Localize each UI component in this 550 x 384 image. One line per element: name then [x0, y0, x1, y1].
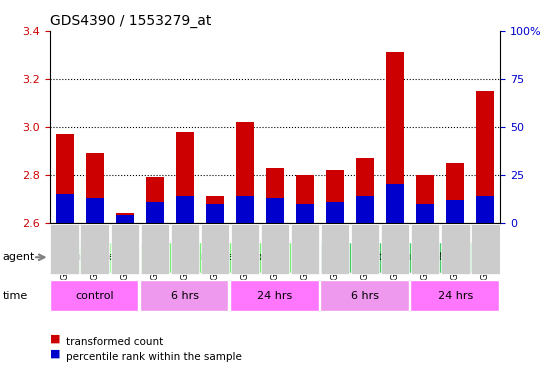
FancyBboxPatch shape	[50, 280, 138, 311]
Text: control: control	[75, 291, 114, 301]
Bar	[447, 163, 464, 223]
FancyBboxPatch shape	[320, 242, 499, 273]
Text: transformed count: transformed count	[66, 337, 163, 347]
Bar	[386, 52, 404, 223]
Text: ■: ■	[50, 349, 60, 359]
Bar	[476, 196, 494, 223]
FancyBboxPatch shape	[471, 224, 499, 273]
Text: interferon-α: interferon-α	[196, 252, 263, 262]
Bar	[386, 184, 404, 223]
Bar	[146, 177, 164, 223]
FancyBboxPatch shape	[140, 242, 318, 273]
Bar	[416, 204, 435, 223]
Bar	[146, 202, 164, 223]
FancyBboxPatch shape	[291, 224, 319, 273]
FancyBboxPatch shape	[111, 224, 139, 273]
Bar	[266, 167, 284, 223]
Bar	[356, 158, 374, 223]
Text: 24 hrs: 24 hrs	[257, 291, 293, 301]
Bar	[447, 200, 464, 223]
Bar	[236, 196, 254, 223]
Text: 6 hrs: 6 hrs	[351, 291, 379, 301]
Bar	[176, 196, 194, 223]
FancyBboxPatch shape	[411, 224, 439, 273]
Bar	[86, 153, 103, 223]
FancyBboxPatch shape	[50, 242, 138, 273]
Bar	[236, 122, 254, 223]
FancyBboxPatch shape	[320, 280, 409, 311]
Text: 24 hrs: 24 hrs	[438, 291, 473, 301]
FancyBboxPatch shape	[201, 224, 229, 273]
Bar	[326, 202, 344, 223]
FancyBboxPatch shape	[381, 224, 409, 273]
Text: time: time	[3, 291, 28, 301]
Bar	[176, 132, 194, 223]
FancyBboxPatch shape	[80, 224, 109, 273]
Bar	[296, 175, 314, 223]
Text: ■: ■	[50, 334, 60, 344]
Bar	[86, 198, 103, 223]
Text: interleukin 28B: interleukin 28B	[367, 252, 453, 262]
FancyBboxPatch shape	[261, 224, 289, 273]
Bar	[326, 170, 344, 223]
Text: GDS4390 / 1553279_at: GDS4390 / 1553279_at	[50, 14, 211, 28]
Bar	[56, 134, 74, 223]
FancyBboxPatch shape	[410, 280, 499, 311]
FancyBboxPatch shape	[441, 224, 470, 273]
Bar	[206, 204, 224, 223]
Text: percentile rank within the sample: percentile rank within the sample	[66, 352, 242, 362]
Text: agent: agent	[3, 252, 35, 262]
FancyBboxPatch shape	[170, 224, 199, 273]
FancyBboxPatch shape	[351, 224, 380, 273]
FancyBboxPatch shape	[141, 224, 169, 273]
Bar	[296, 204, 314, 223]
Bar	[416, 175, 435, 223]
FancyBboxPatch shape	[140, 280, 228, 311]
Bar	[116, 215, 134, 223]
Bar	[206, 196, 224, 223]
Text: 6 hrs: 6 hrs	[171, 291, 199, 301]
Bar	[356, 196, 374, 223]
Bar	[56, 194, 74, 223]
FancyBboxPatch shape	[230, 280, 318, 311]
Bar	[476, 91, 494, 223]
Bar	[266, 198, 284, 223]
FancyBboxPatch shape	[231, 224, 259, 273]
Bar	[116, 213, 134, 223]
Text: untreated: untreated	[67, 252, 122, 262]
FancyBboxPatch shape	[321, 224, 349, 273]
FancyBboxPatch shape	[51, 224, 79, 273]
